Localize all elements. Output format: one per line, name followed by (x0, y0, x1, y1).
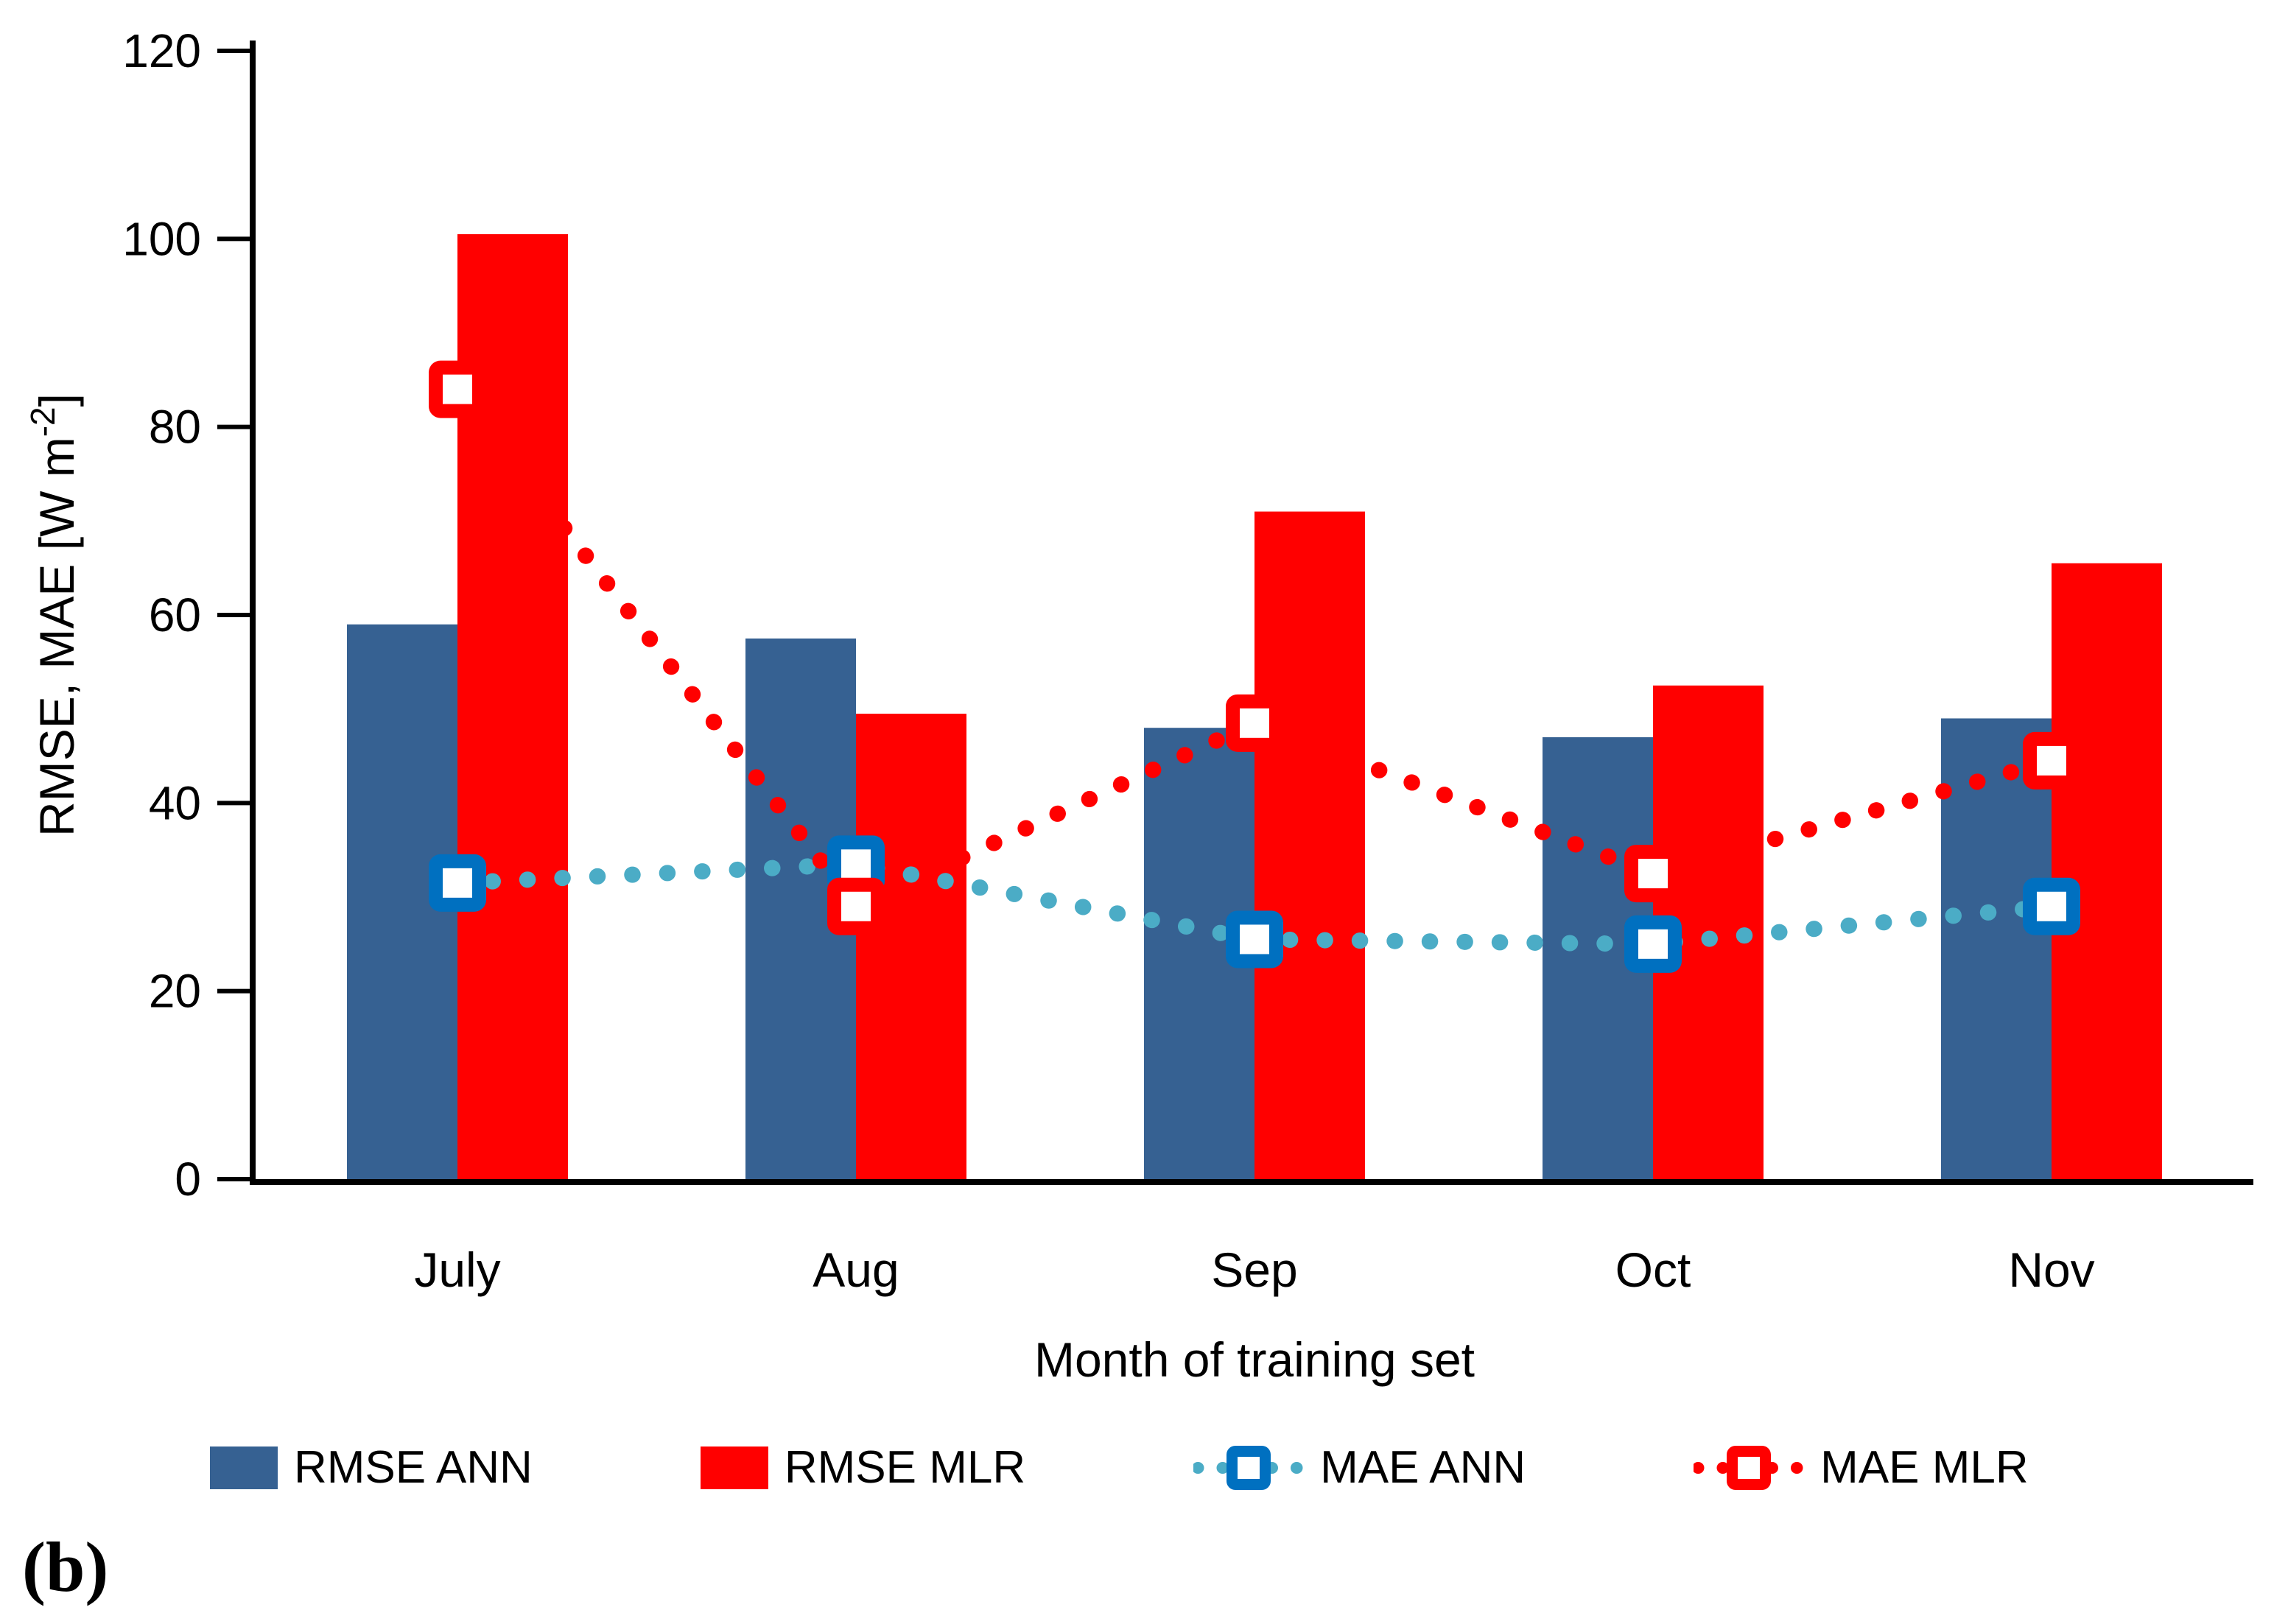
legend-swatch-rmse-ann (210, 1447, 278, 1489)
y-tick-label-120: 120 (122, 24, 201, 77)
x-tick-label-july: July (414, 1242, 500, 1297)
y-tick-label-0: 0 (175, 1153, 201, 1206)
y-tick-100 (217, 236, 250, 242)
y-axis-line (250, 41, 256, 1185)
y-tick-20 (217, 988, 250, 994)
x-tick-label-aug: Aug (813, 1242, 899, 1297)
y-tick-label-80: 80 (149, 401, 201, 454)
y-tick-60 (217, 613, 250, 617)
legend-swatch-rmse-mlr (700, 1447, 768, 1489)
figure-label: (b) (22, 1528, 109, 1606)
chart-legend: RMSE ANN RMSE MLR MAE ANN MAE MLR (210, 1435, 2029, 1501)
y-tick-label-20: 20 (149, 965, 201, 1018)
marker-mae-mlr-sep (1226, 694, 1283, 752)
legend-label-mae-mlr: MAE MLR (1820, 1442, 2029, 1493)
x-axis-title: Month of training set (1034, 1332, 1475, 1387)
y-tick-label-40: 40 (149, 776, 201, 829)
marker-mae-mlr-july (429, 360, 486, 418)
legend-item-rmse-mlr: RMSE MLR (700, 1442, 1026, 1493)
marker-mae-ann-sep (1226, 910, 1283, 969)
legend-swatch-mae-ann (1193, 1446, 1305, 1490)
marker-mae-ann-july (429, 854, 486, 912)
legend-item-mae-mlr: MAE MLR (1694, 1435, 2029, 1501)
y-tick-80 (217, 424, 250, 429)
legend-label-rmse-ann: RMSE ANN (294, 1442, 533, 1493)
marker-mae-mlr-oct (1624, 845, 1682, 903)
y-axis-title: RMSE, MAE [W m-2] (24, 393, 84, 837)
x-axis-line (250, 1179, 2253, 1185)
y-tick-0 (217, 1177, 250, 1181)
y-tick-40 (217, 801, 250, 806)
bar-rmse-mlr-nov (2052, 563, 2162, 1179)
y-tick-120 (217, 49, 250, 53)
y-tick-label-60: 60 (149, 588, 201, 641)
legend-swatch-mae-mlr (1694, 1446, 1805, 1490)
bar-rmse-mlr-aug (856, 714, 966, 1179)
x-tick-label-nov: Nov (2008, 1242, 2094, 1297)
bar-rmse-mlr-sep (1254, 511, 1365, 1179)
legend-label-rmse-mlr: RMSE MLR (784, 1442, 1026, 1493)
marker-mae-ann-oct (1624, 915, 1682, 973)
y-tick-label-100: 100 (122, 212, 201, 265)
marker-mae-mlr-aug (827, 877, 885, 935)
x-tick-label-oct: Oct (1615, 1242, 1691, 1297)
legend-label-mae-ann: MAE ANN (1320, 1442, 1526, 1493)
marker-mae-mlr-nov (2023, 731, 2080, 790)
marker-mae-ann-nov (2023, 877, 2080, 935)
legend-item-mae-ann: MAE ANN (1193, 1435, 1526, 1501)
legend-item-rmse-ann: RMSE ANN (210, 1445, 533, 1491)
bar-rmse-ann-nov (1941, 718, 2052, 1179)
x-tick-label-sep: Sep (1211, 1242, 1297, 1297)
